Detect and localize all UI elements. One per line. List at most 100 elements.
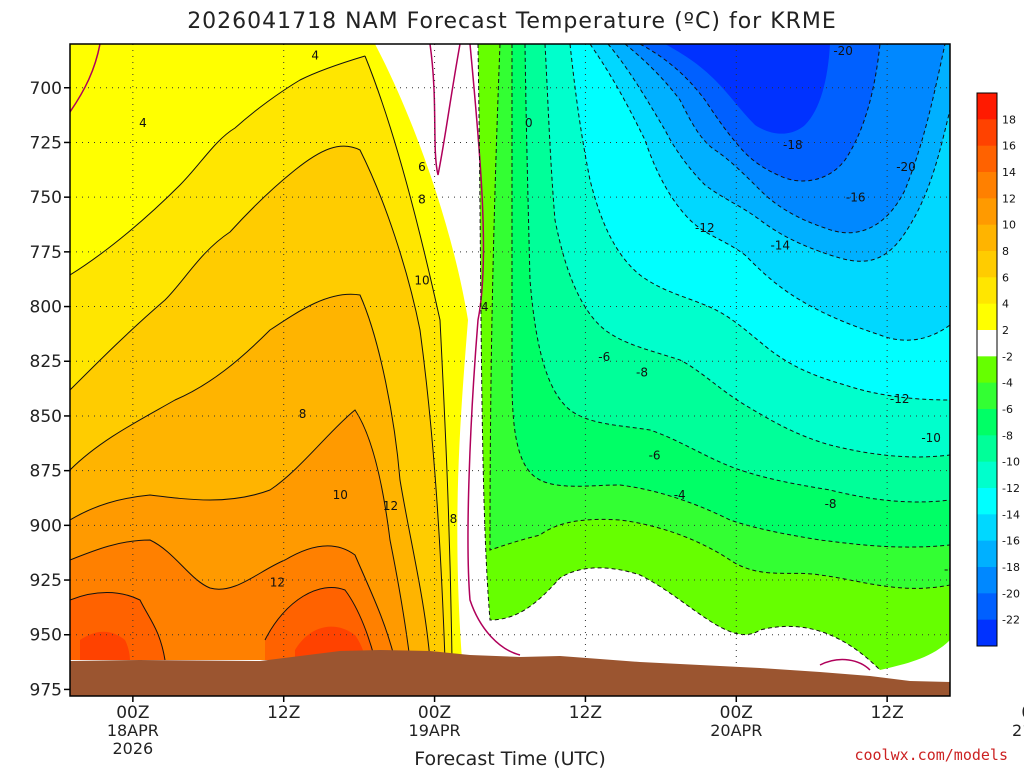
- y-tick-label: 875: [30, 462, 62, 482]
- colorbar-swatch: [977, 277, 997, 305]
- contour-label: -18: [783, 138, 803, 152]
- fill-band-14: [70, 587, 375, 660]
- x-tick-label: 12Z: [871, 703, 904, 723]
- colorbar-label: -8: [1002, 429, 1013, 442]
- colorbar-swatch: [977, 567, 997, 594]
- x-tick-label: 21APR: [1012, 721, 1024, 740]
- colorbar-label: -14: [1002, 508, 1020, 521]
- colorbar-label: 4: [1002, 298, 1009, 311]
- x-tick-label: 20APR: [710, 721, 762, 740]
- contour-label: -20: [833, 44, 853, 58]
- colorbar-label: -18: [1002, 561, 1020, 574]
- colorbar-swatch: [977, 172, 997, 199]
- contour-label: -16: [846, 191, 866, 205]
- x-tick-label: 19APR: [409, 721, 461, 740]
- colorbar-label: -10: [1002, 456, 1020, 469]
- colorbar-label: -22: [1002, 614, 1020, 627]
- contour-label: 8: [299, 407, 307, 421]
- x-tick-label: 00Z: [116, 703, 149, 723]
- y-tick-label: 800: [30, 298, 62, 318]
- colorbar-swatch: [977, 119, 997, 147]
- y-tick-label: 750: [30, 188, 62, 208]
- contour-labels: 4406810481012812-20-18-20-16-12-14-18-14…: [139, 44, 956, 590]
- colorbar-swatch: [977, 330, 997, 357]
- contour-label: 0: [525, 116, 533, 130]
- colorbar-swatch: [977, 356, 997, 384]
- colorbar-label: 10: [1002, 219, 1016, 232]
- colorbar-swatch: [977, 224, 997, 252]
- contour-label: 8: [418, 193, 426, 207]
- contour-label: -6: [944, 562, 956, 576]
- plot-frame: [69, 43, 951, 697]
- x-tick-label: 00Z: [720, 703, 753, 723]
- y-tick-label: 725: [30, 133, 62, 153]
- contour-label: 12: [383, 499, 398, 513]
- x-tick-label: 12Z: [267, 703, 300, 723]
- colorbar-swatch: [977, 619, 997, 647]
- colorbar-label: -6: [1002, 403, 1013, 416]
- colorbar-swatch: [977, 303, 997, 331]
- warm-contours: [70, 55, 453, 661]
- contour-label: -20: [896, 160, 916, 174]
- colorbar-swatch: [977, 251, 997, 278]
- contour-label: -6: [649, 449, 661, 463]
- fill-band-minus-24: [665, 44, 830, 134]
- contour-label: -8: [825, 497, 837, 511]
- colorbar-label: -12: [1002, 482, 1020, 495]
- credit-text[interactable]: coolwx.com/models: [854, 746, 1008, 764]
- y-tick-label: 950: [30, 626, 62, 646]
- colorbar-swatch: [977, 93, 997, 120]
- colorbar-swatch: [977, 488, 997, 515]
- contour-label: 4: [311, 48, 319, 62]
- chart-title: 2026041718 NAM Forecast Temperature (ºC)…: [187, 9, 837, 34]
- plot-area: 4406810481012812-20-18-20-16-12-14-18-14…: [70, 44, 956, 696]
- y-tick-label: 925: [30, 571, 62, 591]
- colorbar-label: -2: [1002, 350, 1013, 363]
- colorbar-label: 16: [1002, 140, 1016, 153]
- colorbar-label: 14: [1002, 166, 1016, 179]
- colorbar-swatch: [977, 409, 997, 436]
- x-tick-label: 00Z: [1021, 703, 1024, 723]
- colorbar-label: -20: [1002, 587, 1020, 600]
- contour-label: -4: [674, 488, 686, 502]
- colorbar-frame: [976, 92, 998, 647]
- contour-label: 8: [450, 512, 458, 526]
- y-tick-label: 975: [30, 680, 62, 700]
- y-tick-label: 850: [30, 407, 62, 427]
- zero-contours: [70, 44, 871, 671]
- colorbar-label: -4: [1002, 377, 1013, 390]
- contour-label: -12: [695, 221, 715, 235]
- colorbar-label: 12: [1002, 192, 1016, 205]
- cold-contours: [477, 44, 950, 671]
- contour-label: 4: [139, 116, 147, 130]
- x-tick-label: 18APR: [107, 721, 159, 740]
- colorbar-swatch: [977, 382, 997, 410]
- y-tick-label: 900: [30, 516, 62, 536]
- contour-label: 10: [333, 488, 348, 502]
- colorbar-swatch: [977, 514, 997, 542]
- y-tick-label: 700: [30, 79, 62, 99]
- colorbar-swatch: [977, 540, 997, 568]
- y-tick-label: 775: [30, 243, 62, 263]
- contour-label: -12: [890, 392, 910, 406]
- x-tick-label: 2026: [112, 739, 153, 758]
- x-axis: 00Z18APR202612Z00Z19APR12Z00Z20APR12Z00Z…: [107, 696, 1024, 758]
- contour-label: 4: [481, 300, 489, 314]
- x-axis-label: Forecast Time (UTC): [414, 748, 605, 768]
- colorbar-label: 18: [1002, 113, 1016, 126]
- colorbar-label: -16: [1002, 535, 1020, 548]
- colorbar-label: 2: [1002, 324, 1009, 337]
- colorbar-label: 8: [1002, 245, 1009, 258]
- colorbar-swatch: [977, 435, 997, 463]
- colorbar: 18 16 14 12 10 8 6 4 2 -2 -4 -6 -8 -10 -12 -14 -16 -18 -20…: [976, 92, 1020, 647]
- contour-label: -6: [598, 350, 610, 364]
- contour-label: -10: [921, 431, 941, 445]
- contour-label: -14: [770, 239, 790, 253]
- contour-label: -8: [636, 366, 648, 380]
- y-tick-label: 825: [30, 352, 62, 372]
- contour-label: 12: [270, 576, 285, 590]
- y-axis: 700 725 750 775 800 825 850 875 900 925 950 975: [30, 79, 70, 700]
- dotted-grid: [70, 44, 950, 696]
- contour-label: 10: [414, 274, 429, 288]
